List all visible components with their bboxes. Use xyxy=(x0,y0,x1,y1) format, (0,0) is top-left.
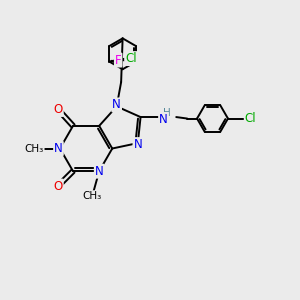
Text: CH₃: CH₃ xyxy=(25,143,44,154)
Text: Cl: Cl xyxy=(125,52,137,65)
Text: CH₃: CH₃ xyxy=(82,191,101,201)
Text: N: N xyxy=(54,142,63,155)
Text: N: N xyxy=(159,113,168,126)
Text: O: O xyxy=(53,103,63,116)
Text: N: N xyxy=(95,165,103,178)
Text: F: F xyxy=(115,54,122,67)
Text: Cl: Cl xyxy=(245,112,256,125)
Text: N: N xyxy=(112,98,121,111)
Text: O: O xyxy=(53,179,63,193)
Text: N: N xyxy=(134,138,142,151)
Text: H: H xyxy=(163,108,170,118)
